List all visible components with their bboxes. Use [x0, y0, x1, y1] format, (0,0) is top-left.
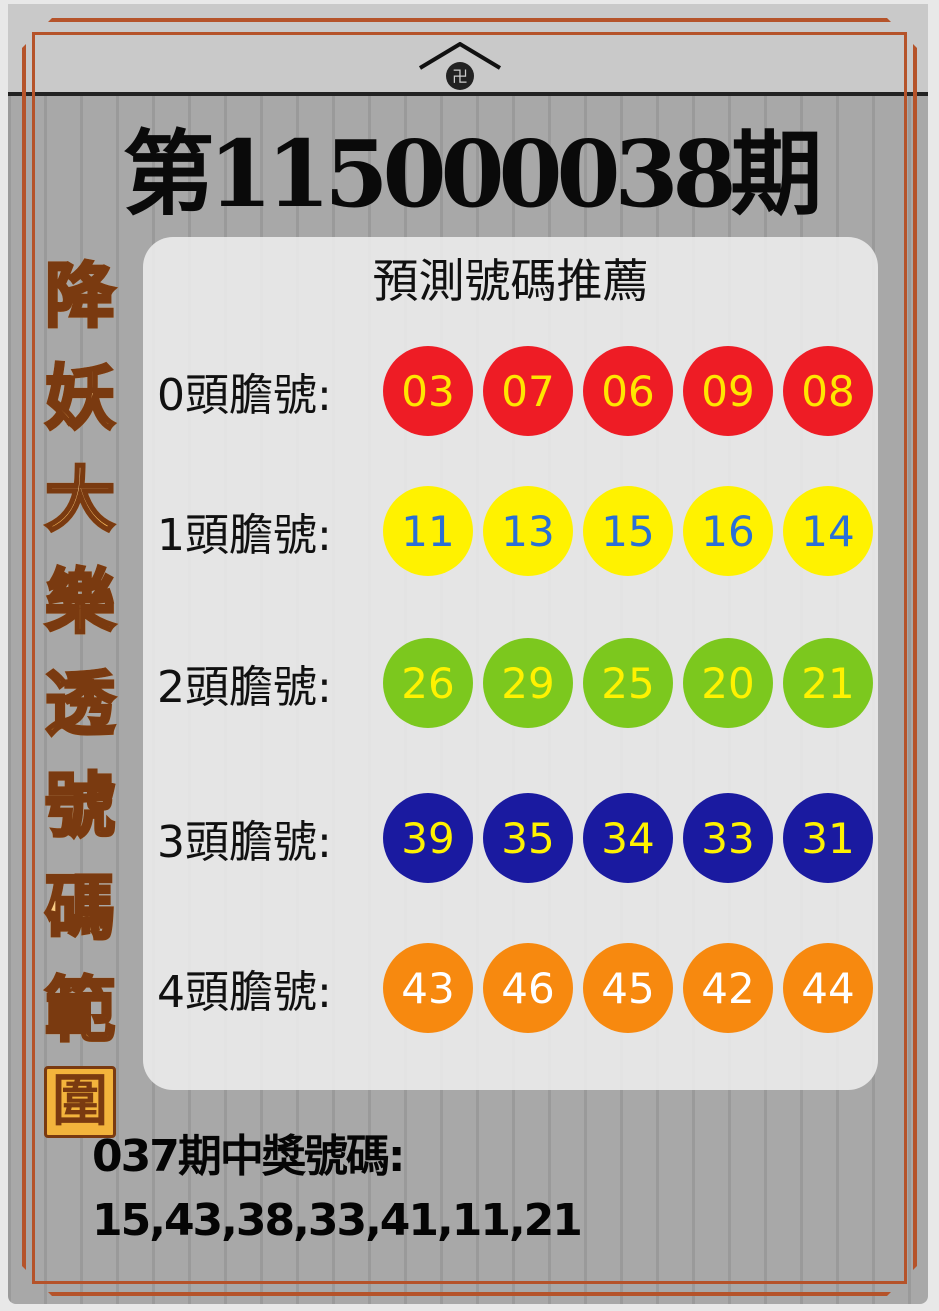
side-char: 圍	[44, 1066, 116, 1138]
number-ball: 26	[383, 638, 473, 728]
number-ball: 33	[683, 793, 773, 883]
number-ball: 13	[483, 486, 573, 576]
number-ball: 15	[583, 486, 673, 576]
svg-text:卍: 卍	[452, 67, 468, 86]
row-label: 1頭膽號:	[157, 510, 332, 561]
number-row: 3頭膽號: 39 35 34 33 31	[157, 792, 883, 884]
number-ball: 08	[783, 346, 873, 436]
number-row: 1頭膽號: 11 13 15 16 14	[157, 485, 883, 577]
side-char: 妖	[40, 342, 120, 444]
number-row: 0頭膽號: 03 07 06 09 08	[157, 345, 883, 437]
number-ball: 29	[483, 638, 573, 728]
row-label: 0頭膽號:	[157, 370, 332, 421]
outer-frame	[22, 18, 917, 1296]
number-ball: 44	[783, 943, 873, 1033]
side-title: 降 妖 大 樂 透 號 碼 範 圍	[40, 240, 120, 1138]
previous-draw-numbers: 15,43,38,33,41,11,21	[92, 1195, 583, 1246]
issue-title: 第115000038期	[122, 120, 822, 228]
side-char: 降	[40, 240, 120, 342]
number-ball: 42	[683, 943, 773, 1033]
side-char: 大	[40, 444, 120, 546]
number-ball: 45	[583, 943, 673, 1033]
number-row: 4頭膽號: 43 46 45 42 44	[157, 942, 883, 1034]
row-label: 3頭膽號:	[157, 817, 332, 868]
number-ball: 21	[783, 638, 873, 728]
side-char: 樂	[40, 546, 120, 648]
previous-draw-label: 037期中獎號碼:	[92, 1131, 405, 1182]
number-ball: 16	[683, 486, 773, 576]
prediction-card: 預測號碼推薦 0頭膽號: 03 07 06 09 08 1頭膽號: 11 13 15 16 14 2頭膽…	[143, 237, 878, 1090]
crest-emblem-icon: 卍	[418, 42, 502, 90]
inner-frame	[32, 32, 907, 1284]
number-ball: 25	[583, 638, 673, 728]
number-ball: 03	[383, 346, 473, 436]
number-ball: 39	[383, 793, 473, 883]
number-row: 2頭膽號: 26 29 25 20 21	[157, 637, 883, 729]
number-ball: 35	[483, 793, 573, 883]
side-char: 範	[40, 954, 120, 1056]
row-label: 2頭膽號:	[157, 662, 332, 713]
side-char: 碼	[40, 852, 120, 954]
number-ball: 09	[683, 346, 773, 436]
card-subtitle: 預測號碼推薦	[372, 254, 649, 308]
number-ball: 20	[683, 638, 773, 728]
side-char: 號	[40, 750, 120, 852]
number-ball: 14	[783, 486, 873, 576]
number-ball: 07	[483, 346, 573, 436]
number-ball: 43	[383, 943, 473, 1033]
number-ball: 11	[383, 486, 473, 576]
row-label: 4頭膽號:	[157, 967, 332, 1018]
number-ball: 31	[783, 793, 873, 883]
side-char: 透	[40, 648, 120, 750]
number-ball: 34	[583, 793, 673, 883]
number-ball: 06	[583, 346, 673, 436]
number-ball: 46	[483, 943, 573, 1033]
